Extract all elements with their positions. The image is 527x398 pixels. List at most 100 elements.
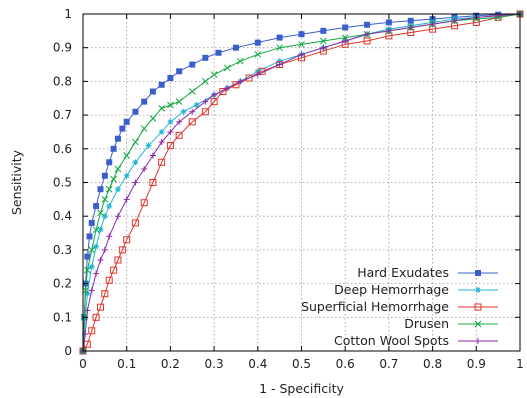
data-point [429,21,436,28]
data-point [158,158,166,166]
y-tick-label: 0.1 [53,310,72,324]
data-point [106,203,113,210]
y-tick-label: 0.4 [53,209,72,223]
data-point [202,54,209,61]
data-point [84,307,91,314]
y-tick-label: 0 [64,344,72,358]
data-point [167,128,174,135]
data-point [105,276,113,284]
data-point [176,68,183,75]
data-point [364,31,371,38]
data-point [189,61,196,68]
data-point [86,233,93,240]
axis-ticks: 0 0.1 0.2 0.3 0.4 0.5 0.6 0.7 0.8 0.9 1 0 0.1 0.2 0.3 0… [53,7,524,371]
data-point [123,172,130,179]
data-point [232,44,239,51]
data-point [407,17,414,24]
legend-label: Deep Hemorrhage [334,282,449,297]
legend-label: Drusen [404,316,449,331]
data-point [188,88,196,95]
data-point [123,118,130,125]
data-point [254,39,261,46]
data-point [276,61,283,68]
data-point [201,108,209,116]
data-point [167,75,174,82]
x-tick-label: 0.2 [161,357,180,371]
data-point [93,270,100,277]
data-point [97,226,104,233]
y-tick-label: 0.7 [53,108,72,122]
data-point [224,85,231,92]
data-point [84,266,91,274]
x-tick-label: 0.4 [248,357,267,371]
data-point [119,125,126,132]
data-point [140,199,148,207]
data-point [451,17,458,24]
x-tick-label: 0.9 [467,357,486,371]
data-point [114,256,122,264]
data-point [298,31,305,38]
legend-marker [474,320,482,328]
data-point [276,34,283,41]
data-point [84,253,91,260]
data-point [101,172,108,179]
x-tick-label: 0.8 [423,357,442,371]
x-tick-label: 0.7 [379,357,398,371]
data-point [132,108,139,115]
data-point [254,51,262,58]
data-point [320,27,327,34]
legend-label: Cotton Wool Spots [334,333,449,348]
data-point [166,141,174,149]
legend-item: Drusen [404,316,498,331]
data-point [96,303,104,311]
data-point [158,81,165,88]
data-point [97,209,104,217]
x-tick-label: 1 [516,357,524,371]
data-point [193,101,200,108]
data-point [88,287,95,294]
data-point [320,44,327,51]
data-point [110,145,117,152]
x-tick-label: 0.6 [336,357,355,371]
data-point [254,71,261,78]
x-tick-label: 0.3 [205,357,224,371]
legend-marker [475,270,481,276]
data-point [114,213,121,220]
data-point [132,159,139,166]
data-point [88,327,96,335]
data-point [364,21,371,28]
data-point [363,37,371,45]
legend-marker [475,338,481,344]
data-point [276,44,284,52]
y-tick-label: 0.2 [53,277,72,291]
y-tick-label: 0.5 [53,176,72,190]
y-tick-label: 0.3 [53,243,72,257]
data-point [149,115,157,122]
data-point [82,286,89,294]
data-point [140,125,148,132]
data-point [210,71,218,79]
data-point [131,219,139,227]
data-point [236,57,244,65]
legend-item: Hard Exudates [357,265,498,280]
data-point [141,98,148,105]
data-point [114,135,121,142]
data-point [158,139,165,146]
grid [83,14,520,351]
data-point [167,118,174,125]
x-axis-label: 1 - Specificity [259,381,344,396]
data-point [101,195,109,203]
data-point [97,186,104,193]
data-point [385,19,392,26]
data-point [123,236,131,244]
data-point [180,108,187,115]
legend-item: Cotton Wool Spots [334,333,498,348]
data-point [407,24,414,31]
data-point [88,263,95,270]
data-point [211,91,218,98]
data-point [114,165,122,173]
data-point [93,203,100,210]
x-tick-label: 0.5 [292,357,311,371]
legend-label: Hard Exudates [357,265,449,280]
